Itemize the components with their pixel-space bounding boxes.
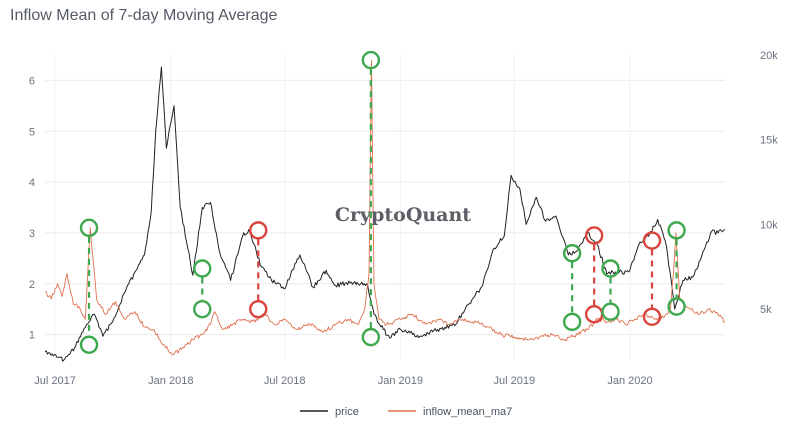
legend[interactable]: price inflow_mean_ma7 xyxy=(300,406,512,418)
annotation-circle-bottom xyxy=(601,302,620,321)
y-left-tick-label: 2 xyxy=(29,279,35,291)
annotation-circle-top xyxy=(79,218,99,238)
x-axis: Jul 2017 Jan 2018 Jul 2018 Jan 2019 Jul 2019… xyxy=(34,375,652,387)
annotation-circle-top xyxy=(667,221,686,240)
annotation-circle-bottom xyxy=(667,297,686,316)
series-line-price xyxy=(44,66,726,362)
annotation-circle-bottom xyxy=(79,335,99,354)
annotation-circle-top xyxy=(193,259,212,278)
annotation-circle-top xyxy=(642,231,662,250)
chart-title: Inflow Mean of 7-day Moving Average xyxy=(10,7,278,24)
annotation-circle-bottom xyxy=(249,299,268,319)
watermark: CryptoQuant xyxy=(335,204,471,226)
y-right-tick-label: 10k xyxy=(760,219,778,231)
annotation-circle-top xyxy=(361,50,381,70)
y-left-axis: 1 2 3 4 5 6 xyxy=(29,75,35,341)
annotation-circle-bottom xyxy=(193,299,212,319)
annotation-circle-bottom xyxy=(642,307,662,326)
legend-label-price: price xyxy=(335,406,359,418)
annotation-layer xyxy=(79,50,686,354)
annotation-circle-top xyxy=(249,221,268,240)
x-tick-label: Jan 2020 xyxy=(607,375,652,387)
y-right-tick-label: 15k xyxy=(760,135,778,147)
y-right-tick-label: 20k xyxy=(760,50,778,62)
y-right-axis: 5k 10k 15k 20k xyxy=(760,50,778,316)
annotation-circle-top xyxy=(562,244,582,263)
y-left-tick-label: 1 xyxy=(29,330,35,342)
y-left-tick-label: 5 xyxy=(29,126,35,138)
y-right-tick-label: 5k xyxy=(760,304,772,316)
y-left-tick-label: 6 xyxy=(29,75,35,87)
annotation-circle-bottom xyxy=(584,305,604,324)
x-tick-label: Jan 2018 xyxy=(148,375,193,387)
x-tick-label: Jul 2018 xyxy=(264,375,306,387)
grid xyxy=(45,55,725,360)
annotation-circle-top xyxy=(584,226,604,245)
annotation-circle-bottom xyxy=(361,327,381,347)
x-tick-label: Jul 2019 xyxy=(493,375,535,387)
y-left-tick-label: 3 xyxy=(29,228,35,240)
legend-label-inflow_mean_ma7: inflow_mean_ma7 xyxy=(423,406,512,418)
y-left-tick-label: 4 xyxy=(29,177,35,189)
annotation-circle-bottom xyxy=(562,312,582,332)
annotation-circle-top xyxy=(601,259,620,278)
x-tick-label: Jan 2019 xyxy=(378,375,423,387)
x-tick-label: Jul 2017 xyxy=(34,375,76,387)
